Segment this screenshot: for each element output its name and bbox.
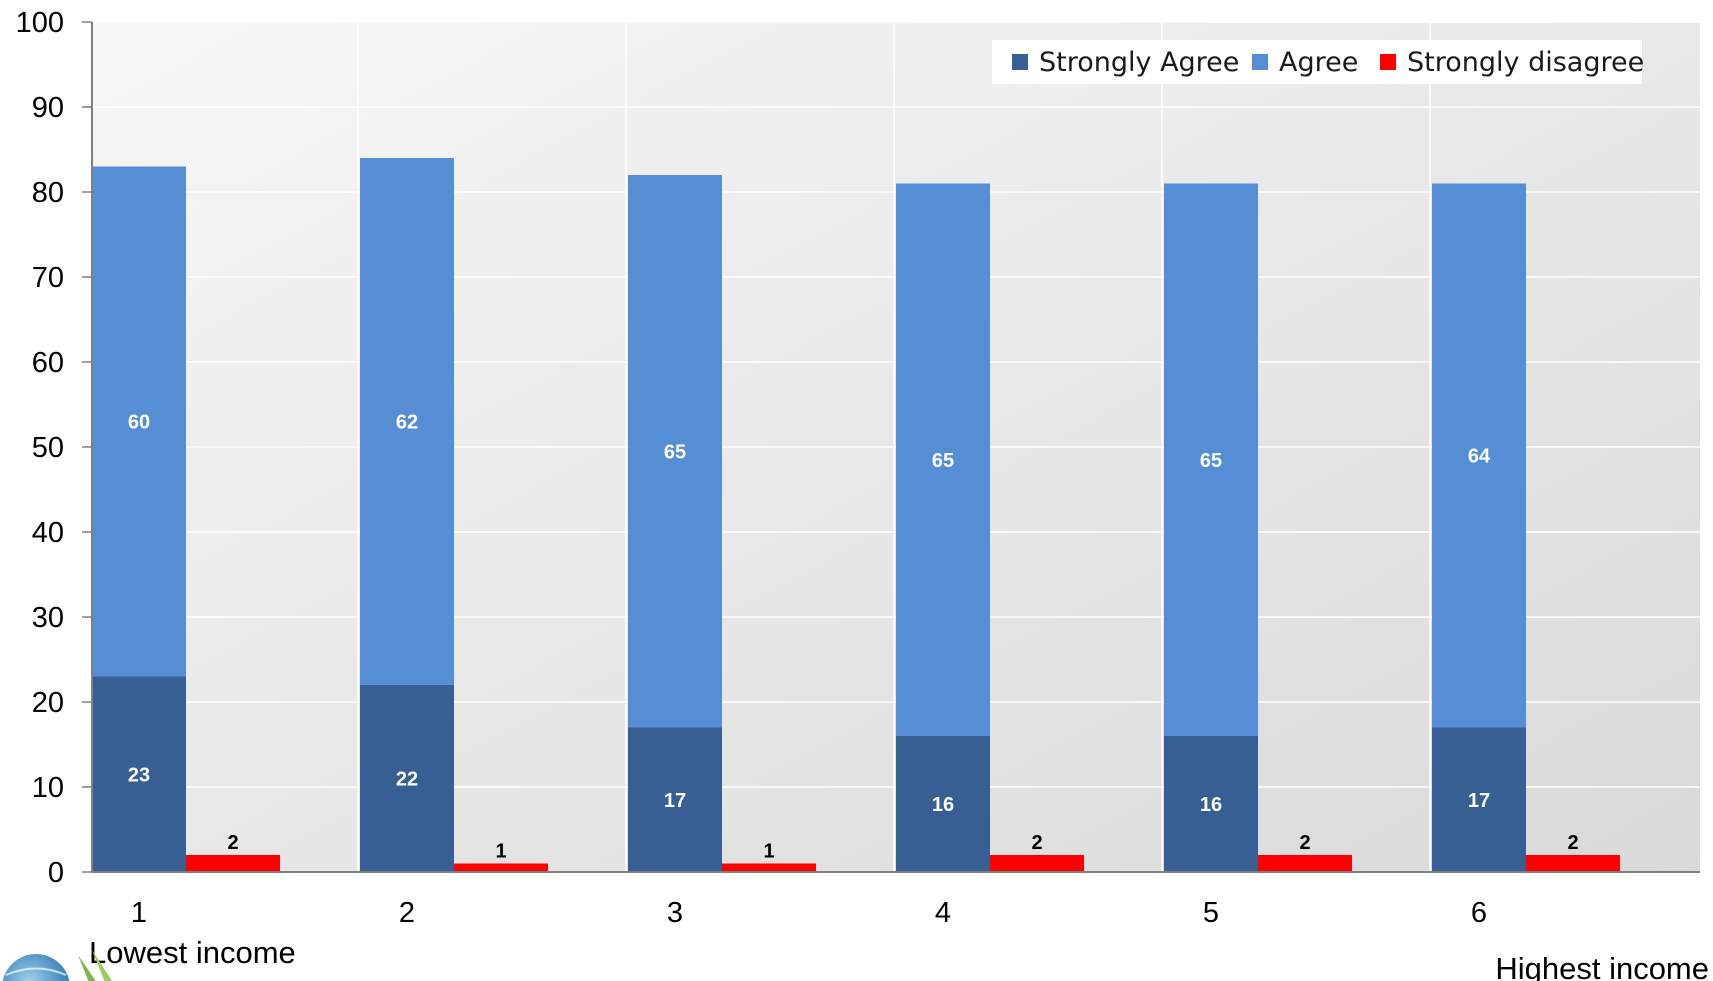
x-tick-label: 5 <box>1203 897 1219 929</box>
x-tick-label: 4 <box>935 897 951 929</box>
bar-strongly-agree-5 <box>1164 736 1258 872</box>
y-tick-label: 50 <box>32 432 64 464</box>
data-label: 2 <box>1299 832 1310 854</box>
bar-agree-5 <box>1164 183 1258 736</box>
data-label: 16 <box>1200 794 1222 816</box>
legend-swatch <box>1380 54 1396 70</box>
data-label: 22 <box>396 769 418 791</box>
data-label: 65 <box>932 450 954 472</box>
x-tick-label: 6 <box>1471 897 1487 929</box>
y-tick-label: 40 <box>32 517 64 549</box>
bar-agree-4 <box>896 183 990 736</box>
bar-strongly-disagree-2 <box>454 863 548 872</box>
bar-strongly-disagree-1 <box>186 855 280 872</box>
data-label: 17 <box>1468 790 1490 812</box>
legend-swatch <box>1012 54 1028 70</box>
legend-label: Strongly disagree <box>1407 47 1644 78</box>
y-tick-label: 0 <box>48 857 64 889</box>
y-tick-label: 60 <box>32 347 64 379</box>
y-tick-label: 70 <box>32 262 64 294</box>
data-label: 65 <box>1200 450 1222 472</box>
legend-label: Strongly Agree <box>1039 47 1239 78</box>
y-tick-label: 20 <box>32 687 64 719</box>
y-tick-label: 30 <box>32 602 64 634</box>
data-label: 2 <box>1031 832 1042 854</box>
data-label: 16 <box>932 794 954 816</box>
axis-note-highest-income: Highest income <box>1495 951 1709 981</box>
legend-label: Agree <box>1279 47 1358 78</box>
data-label: 65 <box>664 441 686 463</box>
legend: Strongly Agree Agree Strongly disagree <box>992 40 1644 84</box>
bar-strongly-disagree-5 <box>1258 855 1352 872</box>
bar-agree-2 <box>360 158 454 685</box>
y-tick-label: 90 <box>32 92 64 124</box>
x-tick-label: 3 <box>667 897 683 929</box>
bar-agree-6 <box>1432 183 1526 728</box>
data-label: 1 <box>495 841 506 863</box>
data-label: 2 <box>1567 832 1578 854</box>
bar-agree-3 <box>628 175 722 728</box>
data-label: 62 <box>396 412 418 434</box>
x-tick-label: 2 <box>399 897 415 929</box>
x-tick-label: 1 <box>131 897 147 929</box>
bar-strongly-agree-6 <box>1432 727 1526 872</box>
axis-note-lowest-income: Lowest income <box>89 935 296 970</box>
bar-strongly-disagree-4 <box>990 855 1084 872</box>
bar-strongly-disagree-3 <box>722 863 816 872</box>
bar-strongly-agree-2 <box>360 685 454 872</box>
legend-swatch <box>1252 54 1268 70</box>
data-label: 2 <box>227 832 238 854</box>
bar-strongly-agree-1 <box>92 676 186 872</box>
bars <box>92 158 1620 872</box>
bar-strongly-agree-3 <box>628 727 722 872</box>
legend-box <box>992 40 1642 84</box>
y-tick-label: 100 <box>16 7 64 39</box>
y-tick-label: 10 <box>32 772 64 804</box>
y-tick-label: 80 <box>32 177 64 209</box>
bar-strongly-disagree-6 <box>1526 855 1620 872</box>
data-label: 23 <box>128 764 150 786</box>
globe-logo <box>2 950 113 981</box>
data-label: 1 <box>763 841 774 863</box>
bar-agree-1 <box>92 166 186 677</box>
data-label: 64 <box>1468 446 1491 468</box>
data-label: 17 <box>664 790 686 812</box>
bar-strongly-agree-4 <box>896 736 990 872</box>
data-label: 60 <box>128 412 150 434</box>
